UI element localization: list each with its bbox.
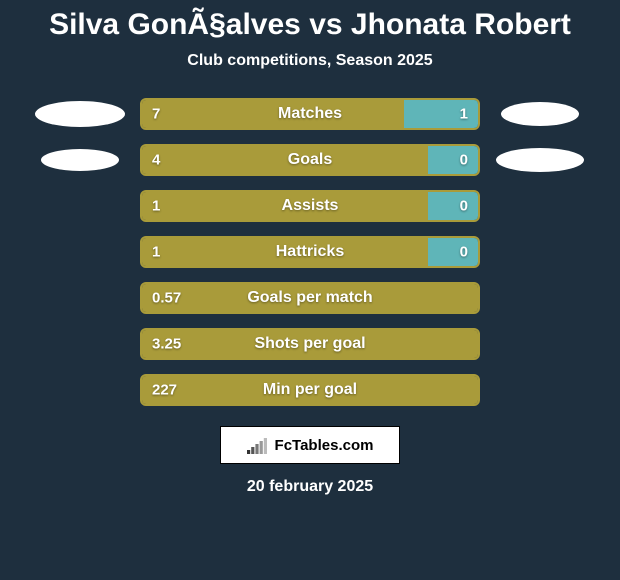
ellipse-icon: [501, 102, 579, 126]
team-badge-left: [30, 98, 130, 130]
bar-segment-left: [142, 146, 428, 174]
subtitle: Club competitions, Season 2025: [0, 52, 620, 70]
bar-segment-left: [142, 192, 428, 220]
stats-rows: 71Matches 40Goals 10Assists 10Hattricks 0.57…: [0, 98, 620, 406]
stat-row: 10Assists: [0, 190, 620, 222]
team-badge-left: [30, 190, 130, 222]
stat-row: 0.57Goals per match: [0, 282, 620, 314]
stat-row: 10Hattricks: [0, 236, 620, 268]
ellipse-icon: [41, 149, 119, 171]
page-title: Silva GonÃ§alves vs Jhonata Robert: [0, 8, 620, 42]
ellipse-icon: [496, 148, 584, 172]
bar-segment-left: [142, 330, 478, 358]
team-badge-right: [490, 144, 590, 176]
team-badge-right: [490, 374, 590, 406]
bar-segment-right: [428, 238, 478, 266]
date-label: 20 february 2025: [0, 478, 620, 496]
watermark-text: FcTables.com: [275, 437, 374, 454]
stat-row: 227Min per goal: [0, 374, 620, 406]
team-badge-right: [490, 236, 590, 268]
team-badge-left: [30, 328, 130, 360]
bar-segment-left: [142, 284, 478, 312]
comparison-card: Silva GonÃ§alves vs Jhonata Robert Club …: [0, 0, 620, 580]
bar-segment-left: [142, 100, 404, 128]
team-badge-left: [30, 144, 130, 176]
bar-segment-left: [142, 238, 428, 266]
stat-bar: 0.57Goals per match: [140, 282, 480, 314]
bar-segment-right: [404, 100, 478, 128]
stat-bar: 227Min per goal: [140, 374, 480, 406]
team-badge-left: [30, 236, 130, 268]
stat-bar: 40Goals: [140, 144, 480, 176]
stat-row: 3.25Shots per goal: [0, 328, 620, 360]
bar-segment-right: [428, 192, 478, 220]
watermark: FcTables.com: [220, 426, 400, 464]
team-badge-left: [30, 374, 130, 406]
team-badge-right: [490, 98, 590, 130]
stat-row: 40Goals: [0, 144, 620, 176]
team-badge-left: [30, 282, 130, 314]
ellipse-icon: [35, 101, 125, 127]
stat-bar: 10Assists: [140, 190, 480, 222]
bar-segment-right: [428, 146, 478, 174]
stat-bar: 10Hattricks: [140, 236, 480, 268]
team-badge-right: [490, 328, 590, 360]
stat-bar: 71Matches: [140, 98, 480, 130]
bar-segment-left: [142, 376, 478, 404]
bars-icon: [247, 436, 269, 454]
team-badge-right: [490, 282, 590, 314]
team-badge-right: [490, 190, 590, 222]
stat-row: 71Matches: [0, 98, 620, 130]
stat-bar: 3.25Shots per goal: [140, 328, 480, 360]
